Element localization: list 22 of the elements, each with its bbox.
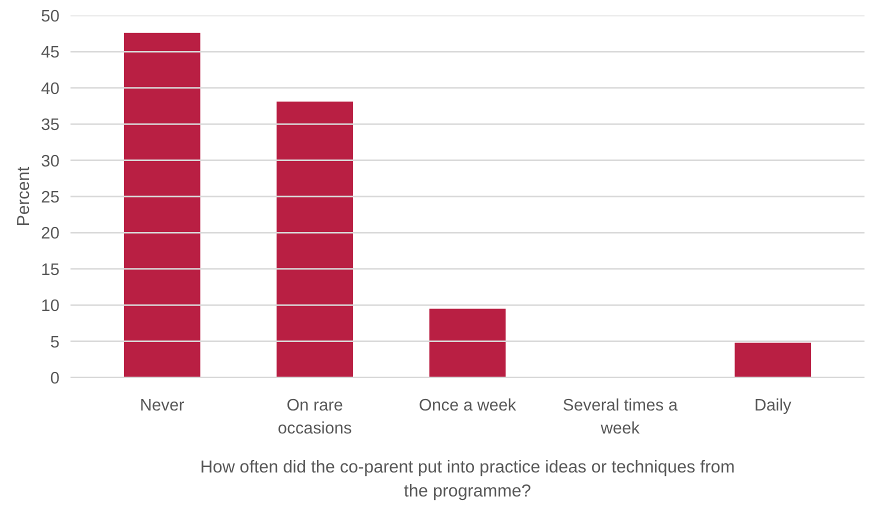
x-tick-label: Daily xyxy=(754,396,792,414)
y-tick-label: 30 xyxy=(40,151,60,170)
bar xyxy=(276,102,353,378)
y-tick-label: 0 xyxy=(50,368,60,388)
x-tick-label: Once a week xyxy=(418,396,517,414)
x-axis-title: How often did the co-parent put into practice ideas or techniques from the programme? xyxy=(200,456,735,500)
bar xyxy=(734,342,812,378)
y-axis-title: Percent xyxy=(12,166,33,226)
y-tick-label: 25 xyxy=(40,188,60,206)
y-tick-label: 40 xyxy=(40,78,60,98)
y-tick-label: 50 xyxy=(40,6,60,26)
y-tick-label: 5 xyxy=(50,332,60,352)
y-tick-label: 15 xyxy=(40,260,60,279)
bar xyxy=(429,308,506,378)
y-tick-label: 45 xyxy=(40,42,60,62)
y-tick-label: 35 xyxy=(40,115,60,134)
y-tick-label: 20 xyxy=(40,224,60,243)
y-tick-label: 10 xyxy=(40,296,60,316)
x-tick-label: On rare occasions xyxy=(278,396,352,438)
x-tick-label: Several times a week xyxy=(562,396,678,438)
x-tick-label: Never xyxy=(140,396,185,414)
bar xyxy=(124,32,200,378)
